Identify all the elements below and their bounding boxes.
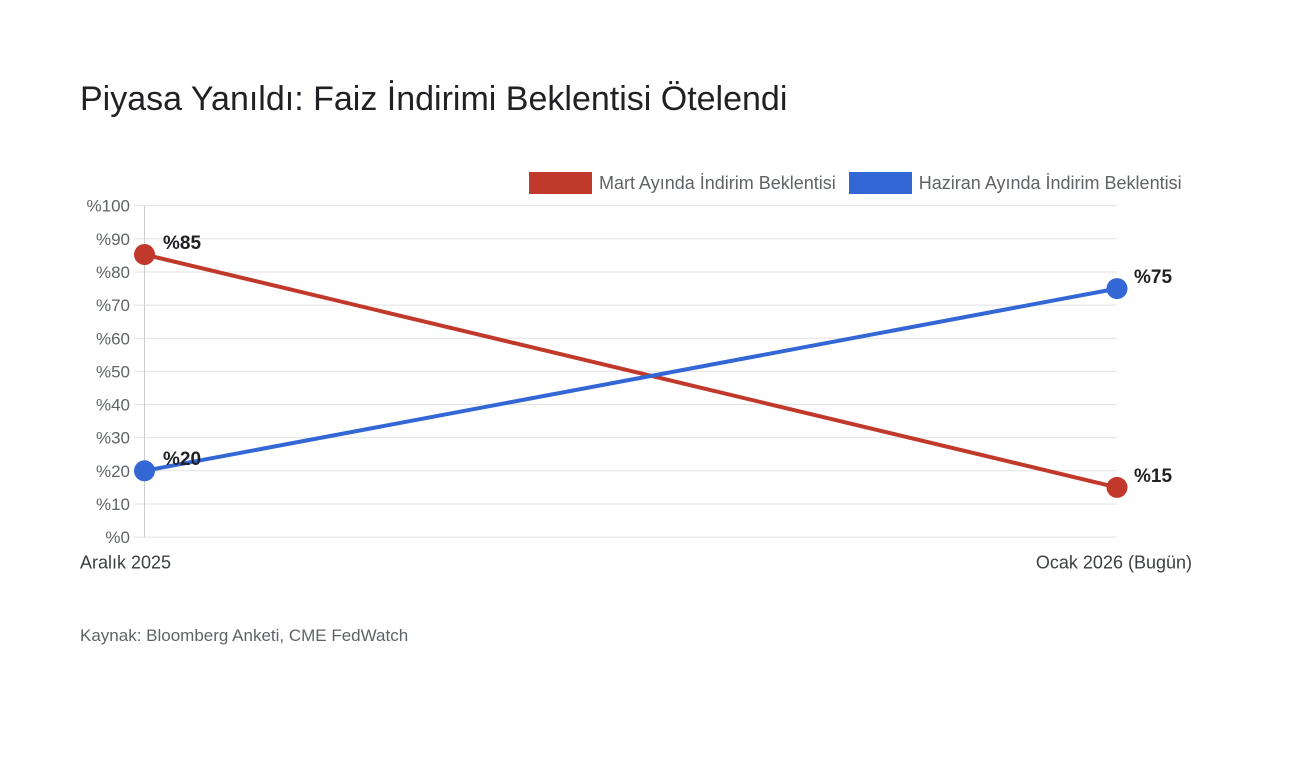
svg-text:%85: %85 [163, 233, 201, 254]
svg-text:%100: %100 [87, 197, 130, 216]
svg-text:%0: %0 [105, 528, 130, 547]
svg-text:%20: %20 [96, 462, 130, 481]
svg-text:Aralık 2025: Aralık 2025 [80, 553, 171, 573]
svg-text:%15: %15 [1134, 466, 1172, 487]
svg-text:%20: %20 [163, 449, 201, 470]
svg-text:%80: %80 [96, 263, 130, 282]
svg-text:%50: %50 [96, 362, 130, 381]
svg-text:%10: %10 [96, 495, 130, 514]
svg-text:%30: %30 [96, 429, 130, 448]
svg-text:%75: %75 [1134, 267, 1172, 288]
svg-text:Ocak 2026 (Bugün): Ocak 2026 (Bugün) [1036, 553, 1192, 573]
svg-text:%70: %70 [96, 296, 130, 315]
svg-text:%60: %60 [96, 329, 130, 348]
svg-text:%90: %90 [96, 230, 130, 249]
svg-text:%40: %40 [96, 396, 130, 415]
